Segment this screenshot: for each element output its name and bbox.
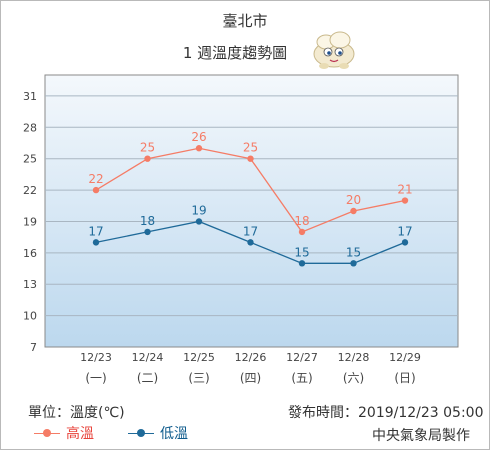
data-point-high [144,155,151,162]
data-label-high: 21 [397,183,412,197]
series-layer: 22 25 26 25 18 20 21 17 18 19 17 15 15 17 [88,130,413,267]
x-tick-label: 12/28 [338,351,370,364]
issued-time: 發布時間：2019/12/23 05:00 [288,405,484,421]
x-weekday-label: (四) [240,371,261,385]
data-point-low [247,239,254,246]
y-tick-label: 13 [23,278,37,291]
y-axis-ticks: 7 10 13 16 19 22 25 28 31 [23,90,37,354]
legend-low: 低溫 [128,423,188,443]
x-weekday-label: (二) [137,371,158,385]
x-tick-label: 12/29 [389,351,421,364]
data-label-low: 18 [140,214,155,228]
cloud-mascot-icon [313,31,355,69]
legend-high: 高溫 [34,423,94,443]
x-tick-label: 12/23 [80,351,112,364]
y-tick-label: 10 [23,310,37,323]
data-point-high [350,207,357,215]
data-label-low: 19 [191,203,206,217]
data-label-high: 25 [243,141,258,155]
x-weekday-label: (三) [188,371,209,385]
chart-subtitle: 1 週溫度趨勢圖 [182,44,288,62]
x-axis-ticks: 12/23 (一) 12/24 (二) 12/25 (三) 12/26 (四) 12/27 (五)… [80,351,421,385]
chart-title: 臺北市 [222,12,268,30]
x-tick-label: 12/27 [286,351,318,364]
data-point-high [401,197,409,204]
legend-low-marker [137,428,145,437]
y-tick-label: 22 [23,184,37,197]
data-label-high: 22 [88,172,103,186]
data-point-high [92,186,100,194]
y-tick-label: 7 [30,341,37,354]
y-tick-label: 28 [23,121,37,134]
data-label-high: 25 [140,141,155,155]
unit-label: 單位：溫度(℃) [28,405,125,421]
legend-high-label: 高溫 [66,426,94,442]
x-tick-label: 12/26 [235,351,267,364]
x-weekday-label: (五) [291,371,312,385]
data-label-low: 17 [243,224,258,238]
grid-lines [45,95,458,317]
data-label-high: 20 [346,193,361,207]
data-label-low: 15 [294,245,309,259]
x-tick-label: 12/25 [183,351,215,364]
data-point-low [298,260,306,267]
legend-low-line [128,428,154,437]
data-label-low: 17 [88,224,103,238]
legend-high-line [34,428,60,437]
data-point-low [195,218,203,225]
data-point-high [247,155,254,162]
data-label-high: 18 [294,214,309,228]
data-point-high [298,228,306,236]
data-point-low [92,239,100,246]
x-weekday-label: (一) [85,371,106,385]
x-weekday-label: (六) [343,371,364,385]
x-tick-label: 12/24 [132,351,164,364]
y-tick-label: 25 [23,153,37,166]
data-point-low [144,228,151,236]
data-label-low: 15 [346,245,361,259]
plot-area [44,74,459,348]
agency-credit: 中央氣象局製作 [372,428,470,444]
legend-low-label: 低溫 [160,426,188,442]
data-point-low [350,260,357,267]
legend-high-marker [43,428,51,437]
data-label-high: 26 [191,130,206,144]
y-tick-label: 19 [23,215,37,228]
data-point-low [401,239,409,246]
y-tick-label: 16 [23,247,37,260]
temperature-chart: 7 10 13 16 19 22 25 28 31 12/23 (一) 12/24 (二) 12/25 (… [23,74,459,385]
x-weekday-label: (日) [394,371,415,385]
data-point-high [195,145,203,152]
y-tick-label: 31 [23,90,37,103]
data-label-low: 17 [397,224,412,238]
